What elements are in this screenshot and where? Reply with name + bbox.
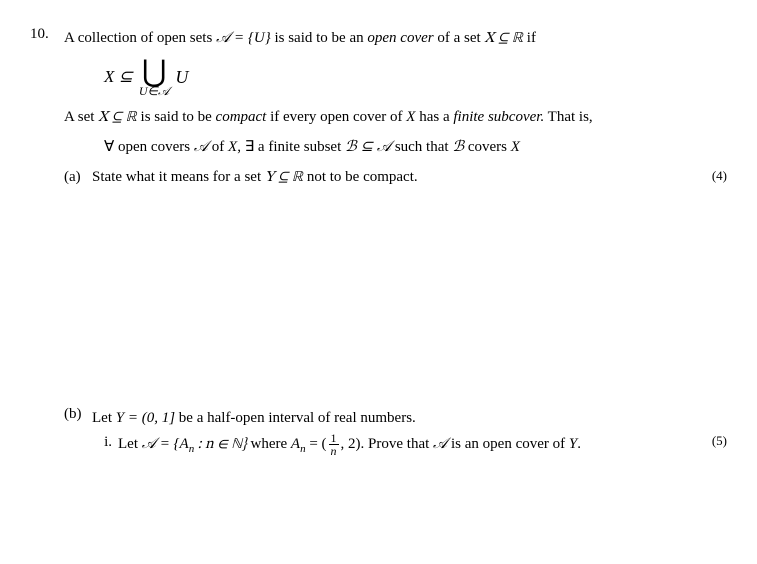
definition-open-cover: A collection of open sets 𝒜 = {U} is sai… bbox=[64, 28, 727, 49]
definition-compact: A set X ⊆ ℝ is said to be compact if eve… bbox=[64, 107, 727, 128]
text: is an open cover of bbox=[447, 436, 569, 452]
part-a-label: (a) bbox=[64, 167, 92, 188]
part-b-intro: Let Y = (0, 1] be a half-open interval o… bbox=[92, 408, 727, 428]
text: . Prove that bbox=[361, 436, 434, 452]
union-symbol: ⋃ bbox=[142, 57, 167, 87]
text: A collection of open sets bbox=[64, 30, 216, 46]
text: Let bbox=[92, 410, 116, 426]
term-finite-subcover: finite subcover. bbox=[453, 109, 544, 125]
math-Y-interval: Y = (0, 1] bbox=[116, 410, 175, 426]
fraction-1-over-n: 1n bbox=[329, 432, 339, 457]
text: where bbox=[247, 436, 291, 452]
frac-denominator: n bbox=[329, 445, 339, 457]
text: State what it means for a set bbox=[92, 169, 265, 185]
union-formula: X ⊆ ⋃ U∈𝒜 U bbox=[104, 57, 727, 97]
math-X: X bbox=[228, 139, 237, 155]
quantifier-statement: ∀ open covers 𝒜 of X, ∃ a finite subset … bbox=[104, 137, 727, 157]
math-cal-A: 𝒜 bbox=[433, 436, 447, 452]
text: not to be compact. bbox=[303, 169, 418, 185]
formula-rhs: U bbox=[175, 65, 188, 89]
text: be a half-open interval of real numbers. bbox=[175, 410, 416, 426]
text: covers bbox=[464, 139, 511, 155]
problem-10: 10. A collection of open sets 𝒜 = {U} is… bbox=[30, 24, 727, 457]
text: , ∃ a finite subset bbox=[237, 139, 345, 155]
text: That is, bbox=[544, 109, 592, 125]
text: is said to be an bbox=[271, 30, 368, 46]
text: = ( bbox=[306, 436, 327, 452]
math-cal-A: 𝒜 bbox=[194, 139, 208, 155]
text: , 2) bbox=[341, 436, 361, 452]
math-X-sub-R: X ⊆ ℝ bbox=[484, 31, 523, 46]
problem-body: A collection of open sets 𝒜 = {U} is sai… bbox=[64, 24, 727, 457]
math-cal-B: ℬ bbox=[452, 139, 464, 155]
term-open-cover: open cover bbox=[367, 30, 433, 46]
text: if bbox=[523, 30, 536, 46]
part-b: (b) Let Y = (0, 1] be a half-open interv… bbox=[64, 404, 727, 457]
text: A set bbox=[64, 109, 98, 125]
marks-b-i: (5) bbox=[712, 432, 727, 450]
math-B-sub-A: ℬ ⊆ 𝒜 bbox=[345, 139, 391, 155]
math-An: A bbox=[291, 436, 300, 452]
text: ∀ open covers bbox=[104, 139, 194, 155]
math-A-set: 𝒜 = {A bbox=[142, 436, 189, 452]
math-n-in-N: : n ∈ ℕ} bbox=[194, 437, 247, 452]
answer-space-a bbox=[64, 188, 727, 398]
text: Let bbox=[118, 436, 142, 452]
marks-a: (4) bbox=[712, 167, 727, 185]
big-union: ⋃ U∈𝒜 bbox=[139, 57, 169, 97]
problem-number: 10. bbox=[30, 24, 64, 457]
union-subscript: U∈𝒜 bbox=[139, 85, 169, 97]
text: such that bbox=[391, 139, 452, 155]
text: has a bbox=[415, 109, 453, 125]
math-Y: Y bbox=[569, 436, 577, 452]
math-X-sub-R-2: X ⊆ ℝ bbox=[98, 110, 137, 125]
part-b-i-body: (5) Let 𝒜 = {An : n ∈ ℕ} where An = (1n,… bbox=[118, 432, 727, 457]
text: of a set bbox=[434, 30, 485, 46]
part-a: (a) (4) State what it means for a set Y … bbox=[64, 167, 727, 188]
text: . bbox=[577, 436, 581, 452]
part-b-label: (b) bbox=[64, 404, 92, 457]
math-Y-sub-R: Y ⊆ ℝ bbox=[265, 170, 303, 185]
text: if every open cover of bbox=[266, 109, 406, 125]
part-b-body: Let Y = (0, 1] be a half-open interval o… bbox=[92, 404, 727, 457]
term-compact: compact bbox=[216, 109, 267, 125]
part-a-body: (4) State what it means for a set Y ⊆ ℝ … bbox=[92, 167, 727, 188]
math-A-eq-U: 𝒜 = {U} bbox=[216, 30, 271, 46]
text: of bbox=[208, 139, 228, 155]
part-b-i: i. (5) Let 𝒜 = {An : n ∈ ℕ} where An = (… bbox=[92, 432, 727, 457]
part-b-i-label: i. bbox=[92, 432, 112, 457]
text: is said to be bbox=[137, 109, 216, 125]
math-X: X bbox=[511, 139, 520, 155]
formula-lhs: X ⊆ bbox=[104, 66, 133, 89]
